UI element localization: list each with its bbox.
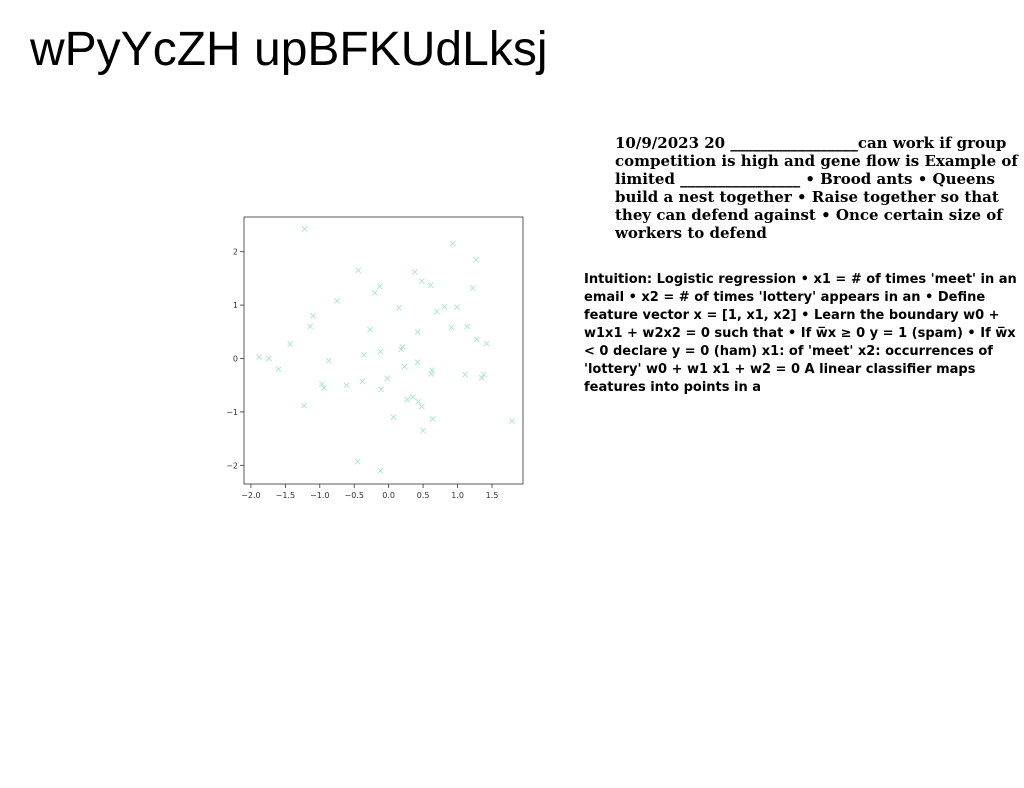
data-point <box>401 363 408 370</box>
data-point <box>409 394 416 400</box>
data-point <box>376 283 383 290</box>
x-tick-label: 1.5 <box>486 491 499 500</box>
data-point <box>318 381 325 388</box>
data-point <box>414 359 421 366</box>
data-point <box>428 371 435 377</box>
data-point <box>449 240 456 247</box>
data-point <box>377 348 384 355</box>
data-point <box>359 378 366 385</box>
y-tick-label: −1 <box>226 408 238 417</box>
data-point <box>275 366 282 373</box>
data-point <box>433 308 440 315</box>
data-point <box>509 418 515 424</box>
x-tick-label: −1.0 <box>310 491 329 500</box>
data-point <box>404 396 411 403</box>
data-point <box>478 374 485 381</box>
scatter-chart-svg: −2.0 −1.5 −1.0 −0.5 0.0 0.5 1.0 1.5 −2 −1 0 1 2 <box>226 216 524 500</box>
data-point <box>453 304 460 311</box>
scatter-chart: −2.0 −1.5 −1.0 −0.5 0.0 0.5 1.0 1.5 −2 −1 0 1 2 <box>224 205 534 505</box>
logistic-regression-paragraph: Intuition: Logistic regression • x1 = # … <box>584 272 1017 395</box>
data-point <box>390 414 397 421</box>
data-point <box>448 324 455 331</box>
page-title: wPyYcZH upBFKUdLksj <box>30 23 548 76</box>
data-point <box>265 355 272 362</box>
x-tick-label: −2.0 <box>241 491 260 500</box>
data-point <box>354 458 361 465</box>
data-point <box>343 382 350 389</box>
data-point <box>307 323 314 330</box>
y-tick-label: −2 <box>226 461 238 470</box>
data-point <box>473 256 480 263</box>
data-point <box>320 384 327 391</box>
data-point <box>473 336 480 343</box>
data-point <box>427 282 434 289</box>
data-point <box>300 402 307 409</box>
data-point <box>420 427 427 434</box>
y-tick-label: 1 <box>233 301 238 310</box>
x-tick-label: 0.5 <box>417 491 430 500</box>
x-tick-label: 0.0 <box>382 491 395 500</box>
data-point <box>371 289 378 296</box>
note-paragraph: 10/9/2023 20 _________________can work i… <box>615 134 1018 242</box>
data-point <box>418 278 425 285</box>
data-point <box>325 357 332 364</box>
data-point <box>462 371 469 378</box>
x-axis: −2.0 −1.5 −1.0 −0.5 0.0 0.5 1.0 1.5 <box>241 484 498 500</box>
plot-frame <box>243 216 524 485</box>
y-tick-label: 0 <box>233 355 238 364</box>
data-point <box>441 303 448 310</box>
data-point <box>469 285 476 291</box>
data-point <box>415 398 422 405</box>
data-point <box>367 326 374 333</box>
data-point <box>398 346 405 353</box>
data-point <box>355 267 362 274</box>
data-point <box>418 403 425 410</box>
x-tick-label: 1.0 <box>451 491 464 500</box>
data-point <box>483 340 490 347</box>
x-tick-label: −1.5 <box>276 491 295 500</box>
data-point <box>378 386 385 393</box>
data-point <box>411 269 418 275</box>
x-tick-label: −0.5 <box>345 491 364 500</box>
y-tick-label: 2 <box>233 248 238 257</box>
data-point <box>429 415 436 422</box>
data-point <box>396 304 402 311</box>
data-point <box>301 225 308 232</box>
data-point <box>480 371 487 378</box>
data-point <box>414 328 421 335</box>
data-point <box>309 312 316 319</box>
data-point <box>287 341 294 348</box>
data-point <box>384 375 391 382</box>
y-axis: −2 −1 0 1 2 <box>226 248 244 470</box>
data-point <box>256 353 263 360</box>
data-point <box>360 351 367 358</box>
data-point <box>464 323 471 330</box>
data-point <box>377 467 384 474</box>
data-points <box>256 225 515 474</box>
data-point <box>334 297 340 304</box>
